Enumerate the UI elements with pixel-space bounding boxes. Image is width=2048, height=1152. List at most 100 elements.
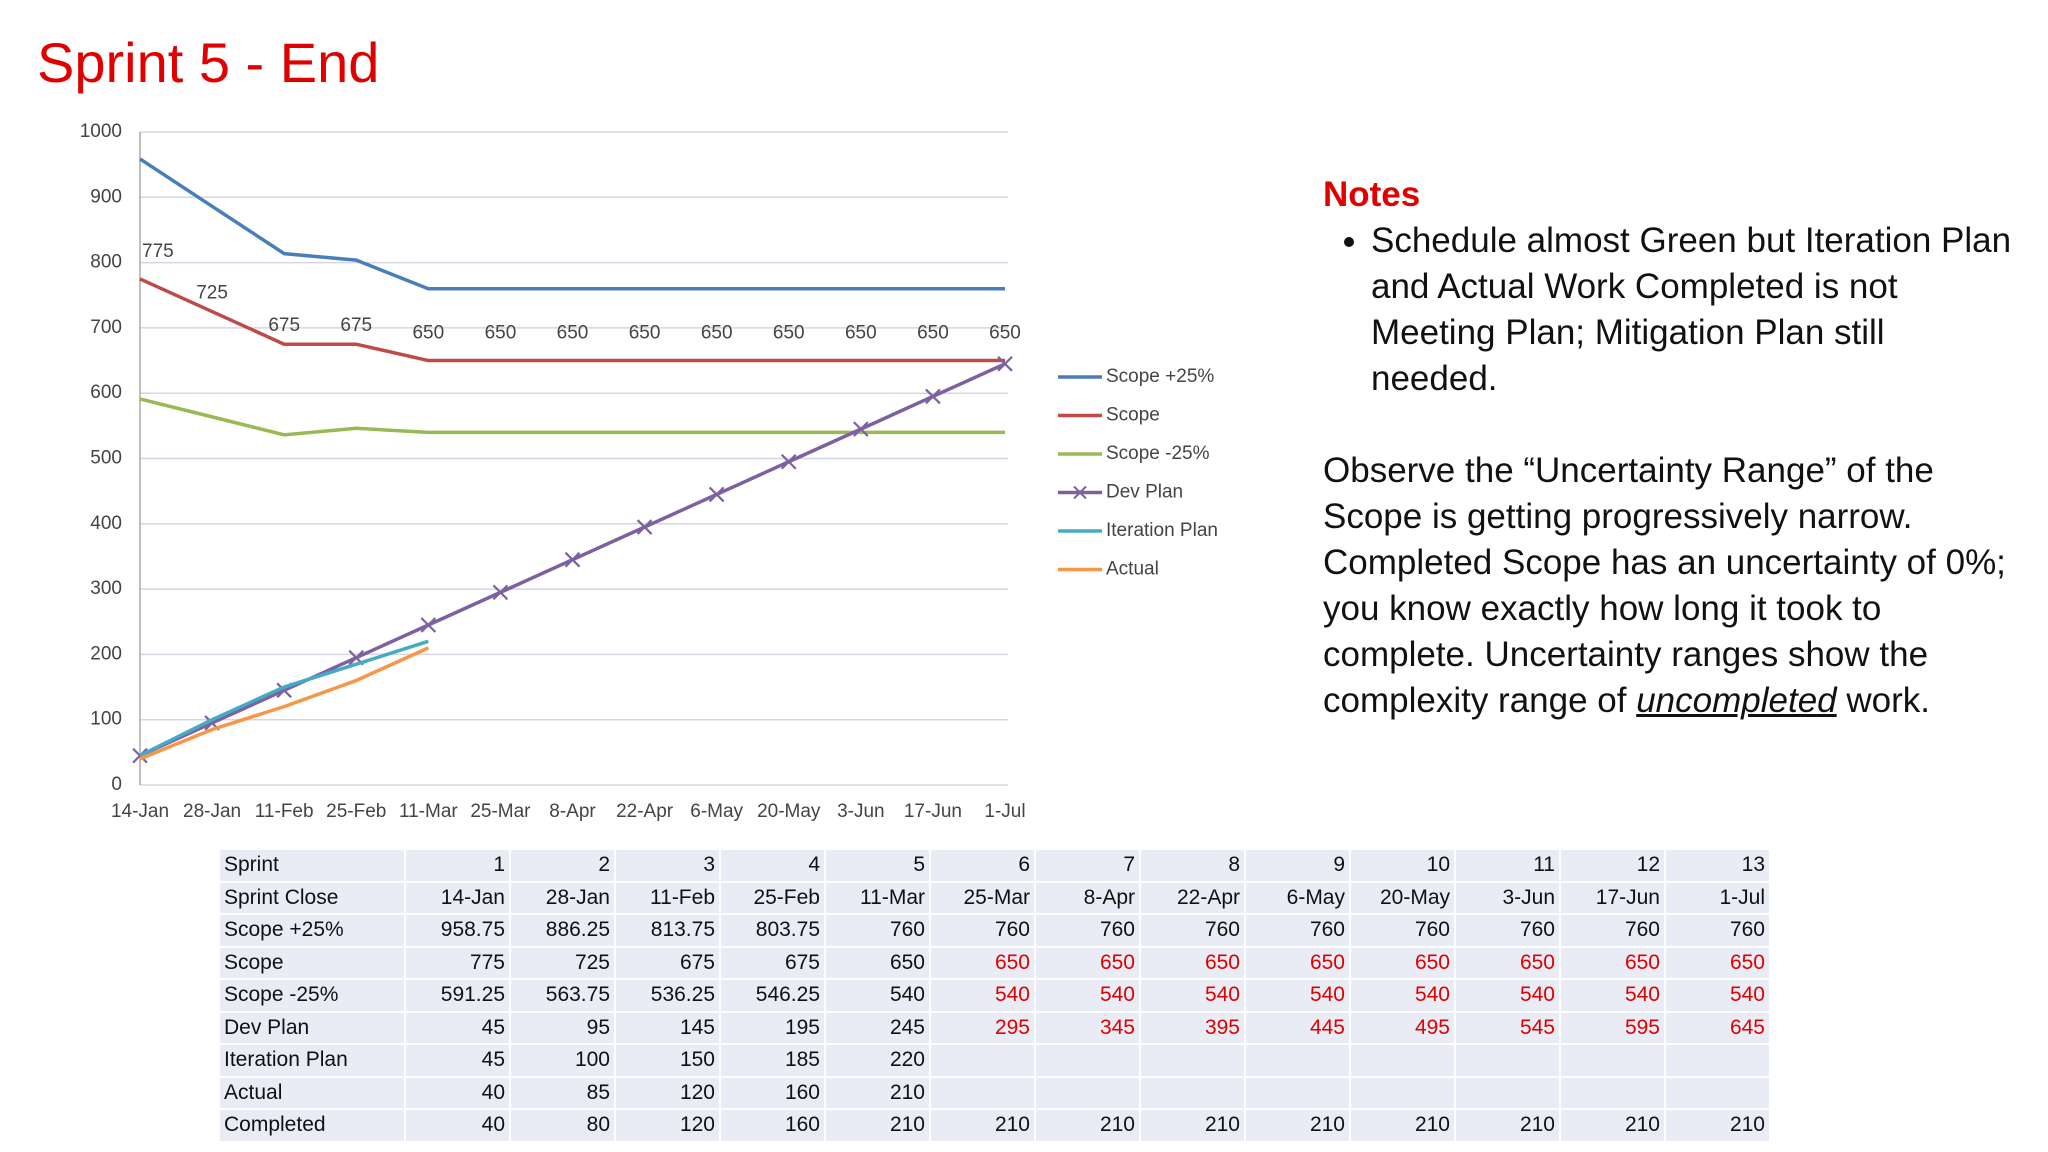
table-cell: Iteration Plan <box>218 1043 406 1078</box>
table-cell: 536.25 <box>614 978 721 1013</box>
marker <box>925 388 941 405</box>
table-cell: 25-Mar <box>929 880 1036 915</box>
legend-label: Dev Plan <box>1106 482 1183 503</box>
table-cell: 85 <box>509 1075 616 1110</box>
marker <box>708 486 725 503</box>
table-cell: 495 <box>1349 1010 1456 1045</box>
series-line <box>139 646 430 761</box>
table-cell <box>1559 1043 1666 1078</box>
notes: Notes Schedule almost Green but Iteratio… <box>1323 172 2013 724</box>
table-cell: 540 <box>1454 978 1561 1013</box>
table-cell: 650 <box>824 945 931 980</box>
header-cell: 1 <box>404 848 511 883</box>
table-cell: 210 <box>1139 1108 1246 1143</box>
chart: 0 100 200 300 400 500 600 700 800 900 1000 14-Jan 28… <box>80 121 1218 822</box>
data-label: 650 <box>773 323 805 344</box>
y-tick-label: 900 <box>90 186 122 207</box>
table-cell: 725 <box>509 945 616 980</box>
table-cell <box>1034 1075 1141 1110</box>
table-cell <box>1139 1043 1246 1078</box>
x-tick-label: 17-Jun <box>904 801 962 822</box>
table-cell: 1-Jul <box>1664 880 1771 915</box>
table-cell <box>1559 1075 1666 1110</box>
data-table: Sprint 1 2 3 4 5 6 7 8 9 10 11 12 13 Sprint Close 14-Ja… <box>218 848 1771 1143</box>
table-row: Scope +25% 958.75 886.25 813.75 803.75 760 760… <box>218 913 1771 948</box>
table-cell: 80 <box>509 1108 616 1143</box>
table-cell: 3-Jun <box>1454 880 1561 915</box>
data-label: 675 <box>340 315 372 336</box>
y-tick-label: 100 <box>90 709 122 730</box>
header-cell: Sprint <box>218 848 406 883</box>
table-cell: 540 <box>929 978 1036 1013</box>
y-tick-label: 600 <box>90 382 122 403</box>
data-label: 650 <box>845 323 877 344</box>
data-label: 725 <box>196 283 228 304</box>
x-tick-label: 28-Jan <box>183 801 241 822</box>
table-cell: 210 <box>929 1108 1036 1143</box>
table-cell: 760 <box>1244 913 1351 948</box>
text: Observe the “Uncertainty Range” of the S… <box>1323 451 2006 720</box>
marker <box>492 584 509 601</box>
table-cell <box>1244 1075 1351 1110</box>
table-cell: 345 <box>1034 1010 1141 1045</box>
table-cell: 650 <box>1664 945 1771 980</box>
table-cell: 540 <box>1034 978 1141 1013</box>
table-cell: Sprint Close <box>218 880 406 915</box>
x-tick-label: 3-Jun <box>837 801 885 822</box>
table-cell: 210 <box>824 1108 931 1143</box>
table-cell: 760 <box>929 913 1036 948</box>
table-cell <box>929 1075 1036 1110</box>
table-cell: 563.75 <box>509 978 616 1013</box>
table-cell: 160 <box>719 1108 826 1143</box>
y-tick-label: 400 <box>90 513 122 534</box>
y-tick-label: 0 <box>111 774 122 795</box>
header-cell: 13 <box>1664 848 1771 883</box>
header-cell: 4 <box>719 848 826 883</box>
table-cell: 95 <box>509 1010 616 1045</box>
series-line <box>139 157 1005 291</box>
table-cell: 395 <box>1139 1010 1246 1045</box>
table-cell: 28-Jan <box>509 880 616 915</box>
marker <box>564 551 581 568</box>
table-cell: 160 <box>719 1075 826 1110</box>
table-row: Iteration Plan 45 100 150 185 220 <box>218 1043 1771 1078</box>
table-cell: 760 <box>824 913 931 948</box>
table-cell: 650 <box>929 945 1036 980</box>
legend-label: Iteration Plan <box>1106 520 1218 541</box>
header-cell: 9 <box>1244 848 1351 883</box>
table-cell: 595 <box>1559 1010 1666 1045</box>
data-label: 675 <box>268 315 300 336</box>
table-cell: 650 <box>1139 945 1246 980</box>
table-cell: 11-Feb <box>614 880 721 915</box>
series-line <box>139 639 429 758</box>
table-cell: 45 <box>404 1043 511 1078</box>
series-line <box>139 397 1005 437</box>
table-cell <box>1454 1043 1561 1078</box>
table-cell <box>1034 1043 1141 1078</box>
header-cell: 2 <box>509 848 616 883</box>
header-cell: 5 <box>824 848 931 883</box>
table-cell: 210 <box>824 1075 931 1110</box>
table-cell <box>1664 1043 1771 1078</box>
data-label: 650 <box>412 323 444 344</box>
text: work. <box>1836 681 1930 720</box>
header-cell: 12 <box>1559 848 1666 883</box>
table-cell: 675 <box>719 945 826 980</box>
table-cell: Scope <box>218 945 406 980</box>
table-cell: 245 <box>824 1010 931 1045</box>
header-cell: 8 <box>1139 848 1246 883</box>
table-cell <box>1664 1075 1771 1110</box>
table-cell: 8-Apr <box>1034 880 1141 915</box>
table-cell: 40 <box>404 1075 511 1110</box>
table-cell: 25-Feb <box>719 880 826 915</box>
y-tick-label: 700 <box>90 317 122 338</box>
x-tick-label: 25-Feb <box>326 801 386 822</box>
table-cell: 958.75 <box>404 913 511 948</box>
table-cell: 650 <box>1034 945 1141 980</box>
notes-bullet: Schedule almost Green but Iteration Plan… <box>1371 218 2013 402</box>
table-cell: 540 <box>1559 978 1666 1013</box>
x-tick-label: 25-Mar <box>470 801 531 822</box>
table-cell: Actual <box>218 1075 406 1110</box>
header-cell: 6 <box>929 848 1036 883</box>
notes-heading: Notes <box>1323 175 1421 214</box>
